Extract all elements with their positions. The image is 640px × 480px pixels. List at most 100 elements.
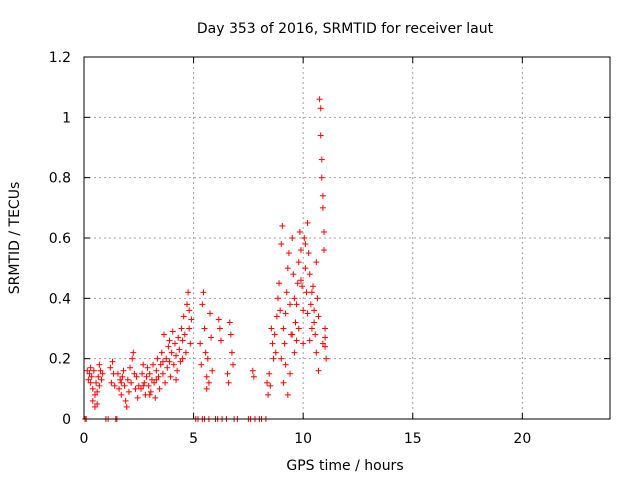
data-point	[157, 361, 164, 368]
data-point	[226, 319, 233, 326]
data-point	[205, 379, 212, 386]
data-point	[91, 403, 98, 410]
data-point	[85, 376, 92, 383]
data-point	[197, 340, 204, 347]
data-point	[282, 361, 289, 368]
data-point	[304, 219, 311, 226]
data-point	[99, 370, 106, 377]
data-point	[128, 379, 135, 386]
data-point	[166, 358, 173, 365]
data-point	[319, 192, 326, 199]
x-tick-label: 20	[513, 431, 531, 447]
data-point	[274, 295, 281, 302]
data-point	[96, 382, 103, 389]
data-point	[311, 319, 318, 326]
data-point	[182, 349, 189, 356]
data-point	[320, 228, 327, 235]
y-tick-label: 0.2	[49, 352, 71, 368]
data-point	[174, 367, 181, 374]
data-point	[173, 352, 180, 359]
data-point	[118, 379, 125, 386]
data-point	[169, 328, 176, 335]
data-point	[119, 373, 126, 380]
data-point	[279, 222, 286, 229]
data-point	[201, 325, 208, 332]
data-point	[266, 370, 273, 377]
data-point	[297, 277, 304, 284]
data-point	[132, 385, 139, 392]
data-point	[299, 283, 306, 290]
data-point	[317, 132, 324, 139]
data-point	[159, 370, 166, 377]
data-point	[294, 280, 301, 287]
data-point	[287, 301, 294, 308]
data-point	[317, 105, 324, 112]
data-point	[109, 358, 116, 365]
data-point	[122, 397, 129, 404]
data-point	[322, 343, 329, 350]
data-point	[284, 391, 291, 398]
data-point	[162, 379, 169, 386]
data-point	[187, 340, 194, 347]
data-point	[130, 349, 137, 356]
data-point	[186, 325, 193, 332]
data-point	[155, 373, 162, 380]
y-tick-label: 0.8	[49, 171, 71, 187]
data-point	[114, 370, 121, 377]
data-point	[171, 340, 178, 347]
x-tick-label: 5	[189, 431, 198, 447]
data-point	[93, 379, 100, 386]
data-point	[320, 247, 327, 254]
data-point	[304, 310, 311, 317]
data-point	[167, 373, 174, 380]
data-point	[297, 247, 304, 254]
data-point	[140, 382, 147, 389]
chart-title: Day 353 of 2016, SRMTID for receiver lau…	[197, 21, 494, 37]
data-point	[158, 349, 165, 356]
data-point	[306, 271, 313, 278]
data-point	[144, 364, 151, 371]
data-point	[151, 379, 158, 386]
data-point	[147, 388, 154, 395]
data-point	[216, 325, 223, 332]
data-point	[163, 355, 170, 362]
data-point	[159, 358, 166, 365]
data-point	[107, 364, 114, 371]
data-point	[322, 334, 329, 341]
data-point	[98, 376, 105, 383]
data-point	[300, 307, 307, 314]
data-point	[185, 289, 192, 296]
data-point	[292, 319, 299, 326]
data-point	[179, 355, 186, 362]
data-point	[129, 355, 136, 362]
data-point	[271, 331, 278, 338]
data-point	[311, 307, 318, 314]
data-point	[87, 379, 94, 386]
data-point	[225, 379, 232, 386]
data-point	[301, 235, 308, 241]
data-point	[176, 346, 183, 353]
data-point	[124, 376, 131, 383]
y-tick-label: 0.4	[49, 291, 71, 307]
data-point	[89, 397, 96, 404]
data-point	[141, 379, 148, 386]
data-point	[139, 370, 146, 377]
data-point	[269, 340, 276, 347]
data-point	[199, 301, 206, 308]
data-point	[319, 204, 326, 211]
y-tick-label: 1	[62, 110, 71, 126]
data-point	[120, 367, 127, 374]
data-point	[173, 376, 180, 383]
data-point	[133, 373, 140, 380]
data-point	[278, 355, 285, 362]
data-point	[170, 361, 177, 368]
data-point	[308, 325, 315, 332]
marks-layer	[82, 96, 330, 422]
data-point	[203, 373, 210, 380]
data-point	[272, 349, 279, 356]
data-point	[285, 250, 292, 257]
x-tick-label: 0	[80, 431, 89, 447]
data-point	[270, 355, 277, 362]
data-point	[265, 391, 272, 398]
data-point	[249, 367, 256, 374]
